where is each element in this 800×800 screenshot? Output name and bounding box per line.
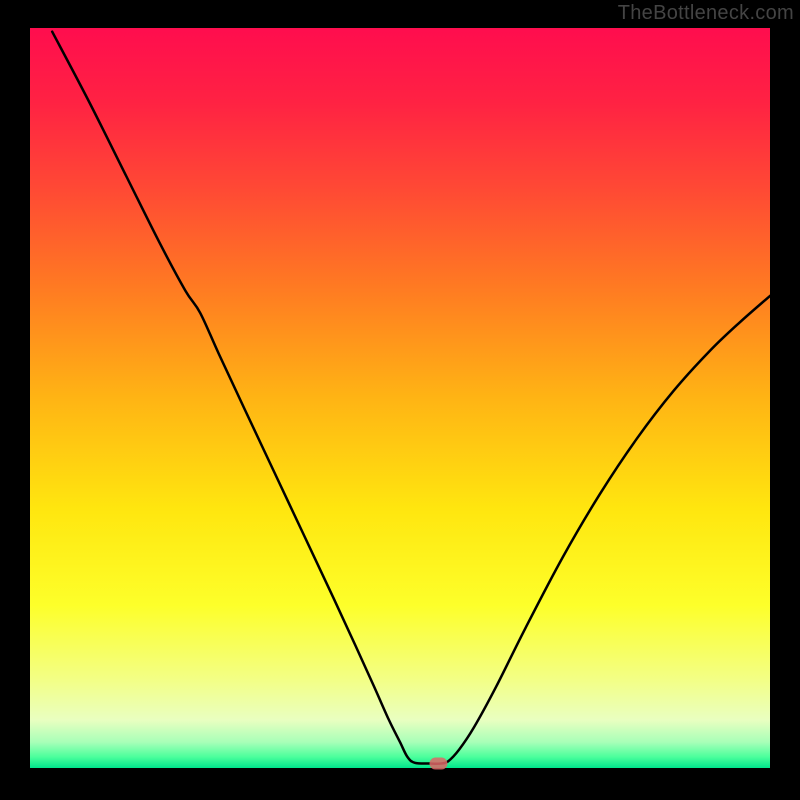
optimal-marker [429, 758, 447, 770]
chart-container: TheBottleneck.com [0, 0, 800, 800]
bottleneck-chart [0, 0, 800, 800]
watermark-text: TheBottleneck.com [618, 2, 794, 25]
plot-area [30, 28, 770, 768]
